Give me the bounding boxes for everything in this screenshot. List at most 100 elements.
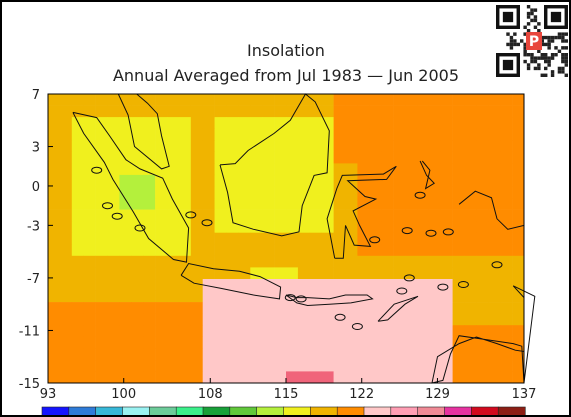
grid-cell: [155, 105, 168, 118]
grid-cell: [226, 255, 239, 268]
grid-cell: [512, 290, 525, 303]
grid-cell: [107, 371, 120, 384]
grid-cell: [440, 186, 453, 199]
grid-cell: [488, 371, 501, 384]
grid-cell: [476, 336, 489, 349]
grid-cell: [178, 371, 192, 384]
grid-cell: [178, 279, 192, 291]
colorbar-swatch: [417, 406, 446, 415]
grid-cell: [262, 371, 275, 384]
grid-cell: [48, 209, 61, 222]
grid-cell: [59, 348, 73, 361]
grid-cell: [143, 279, 156, 291]
grid-cell: [488, 163, 501, 176]
grid-cell: [309, 186, 322, 199]
grid-cell: [297, 359, 311, 372]
grid-cell: [297, 325, 311, 338]
grid-cell: [428, 151, 441, 164]
colorbar-swatch: [363, 406, 392, 415]
grid-cell: [464, 336, 477, 349]
grid-cell: [178, 290, 192, 303]
grid-cell: [500, 290, 513, 303]
grid-cell: [131, 128, 144, 141]
grid-cell: [405, 290, 418, 303]
grid-cell: [143, 151, 156, 164]
island-outline: [401, 227, 413, 235]
grid-cell: [369, 117, 382, 129]
grid-cell: [95, 94, 108, 106]
grid-cell: [476, 151, 489, 164]
grid-cell: [83, 140, 96, 153]
grid-cell: [178, 348, 192, 361]
grid-cell: [488, 313, 501, 326]
grid-cell: [155, 348, 168, 361]
grid-cell: [309, 348, 322, 361]
grid-cell: [107, 336, 120, 349]
grid-cell: [83, 359, 96, 372]
lat-tick-label: 0: [32, 180, 40, 195]
grid-cell: [452, 290, 465, 303]
timor-outline: [377, 295, 419, 322]
grid-cell: [83, 232, 96, 245]
grid-cell: [297, 94, 311, 106]
grid-cell: [250, 117, 263, 129]
grid-cell: [214, 128, 227, 141]
grid-cell: [226, 186, 239, 199]
grid-cell: [202, 105, 215, 118]
grid-cell: [262, 128, 275, 141]
grid-cell: [512, 186, 525, 199]
grid-cell: [274, 371, 287, 384]
grid-cell: [464, 174, 477, 187]
grid-cell: [71, 221, 84, 234]
grid-cell: [381, 94, 394, 106]
grid-cell: [167, 267, 180, 280]
grid-cell: [167, 359, 180, 372]
colorbar-swatch: [497, 406, 526, 415]
grid-cell: [500, 140, 513, 153]
grid-cell: [107, 105, 120, 118]
grid-cell: [71, 371, 84, 384]
grid-cell: [428, 140, 441, 153]
grid-cell: [500, 302, 513, 314]
grid-cell: [119, 186, 132, 199]
grid-cell: [297, 128, 311, 141]
colorbar-swatch: [175, 406, 204, 415]
colorbar-swatch: [256, 406, 285, 415]
grid-cell: [297, 313, 311, 326]
island-outline: [437, 283, 449, 291]
grid-cell: [262, 105, 275, 118]
grid-cell: [309, 336, 322, 349]
grid-cell: [71, 128, 84, 141]
grid-cell: [452, 128, 465, 141]
grid-cell: [143, 325, 156, 338]
grid-cell: [309, 255, 322, 268]
grid-cell: [95, 371, 108, 384]
grid-cell: [214, 209, 227, 222]
grid-cell: [59, 290, 73, 303]
grid-cell: [262, 94, 275, 106]
lon-tick-label: 137: [512, 387, 537, 402]
grid-cell: [262, 336, 275, 349]
grid-cell: [416, 290, 430, 303]
grid-cell: [476, 209, 489, 222]
grid-cell: [416, 255, 430, 268]
grid-cell: [452, 174, 465, 187]
grid-cell: [190, 232, 203, 245]
grid-cell: [488, 302, 501, 314]
grid-cell: [512, 313, 525, 326]
grid-cell: [286, 128, 299, 141]
grid-cell: [309, 105, 322, 118]
grid-cell: [167, 302, 180, 314]
grid-cell: [333, 151, 346, 164]
grid-cell: [83, 105, 96, 118]
grid-cell: [286, 140, 299, 153]
grid-cell: [71, 336, 84, 349]
grid-cell: [190, 279, 203, 291]
grid-cell: [512, 232, 525, 245]
grid-cell: [59, 313, 73, 326]
grid-cell: [83, 336, 96, 349]
grid-cell: [369, 313, 382, 326]
grid-cell: [464, 105, 477, 118]
grid-cell: [357, 302, 370, 314]
grid-cell: [476, 348, 489, 361]
